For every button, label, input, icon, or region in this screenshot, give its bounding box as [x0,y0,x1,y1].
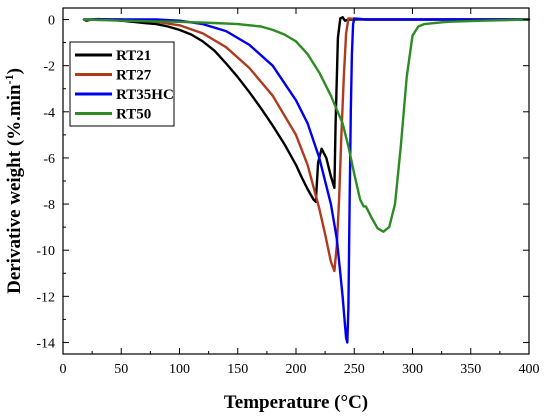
x-tick-label: 0 [60,362,67,377]
y-tick-label: -4 [43,106,55,121]
y-tick-label: -12 [36,290,55,305]
legend-label-rt50: RT50 [116,107,151,123]
series-line-rt21 [82,16,531,204]
tick-marks [62,8,530,354]
y-axis-title-superscript: -1 [2,74,16,84]
y-axis-title-main: Derivative weight (%.min [4,84,25,294]
x-axis-title: Temperature (°C) [224,392,368,413]
series-line-rt27 [82,17,531,273]
series-line-rt50 [82,18,531,233]
legend: RT21 RT27 RT35HC RT50 [69,41,175,127]
x-tick-label: 150 [227,362,248,377]
x-tick-label: 200 [286,362,307,377]
y-tick-labels: 0 -2 -4 -6 -8 -10 -12 -14 [36,14,55,352]
legend-label-rt35hc: RT35HC [116,87,174,103]
x-tick-label: 250 [344,362,365,377]
legend-label-rt27: RT27 [116,68,152,84]
x-tick-labels: 0 50 100 150 200 250 300 350 400 [60,362,540,377]
y-tick-label: -14 [36,336,55,351]
x-tick-label: 400 [519,362,540,377]
x-tick-label: 100 [169,362,190,377]
y-tick-label: -10 [36,244,55,259]
series-group [82,16,531,344]
y-axis-title: Derivative weight (%.min-1) [2,68,25,294]
y-tick-label: -8 [43,198,55,213]
y-tick-label: -2 [43,60,55,75]
legend-label-rt21: RT21 [116,48,151,64]
x-tick-label: 50 [114,362,128,377]
y-axis-title-close: ) [4,68,25,74]
y-tick-label: 0 [48,14,55,29]
x-tick-label: 350 [460,362,481,377]
y-tick-label: -6 [43,152,55,167]
x-tick-label: 300 [402,362,423,377]
